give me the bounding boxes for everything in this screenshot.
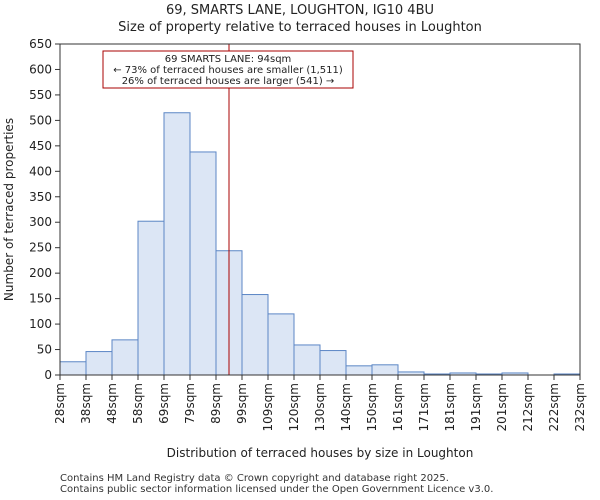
bar-120sqm	[293, 344, 321, 376]
title-line-2: Size of property relative to terraced ho…	[118, 20, 482, 35]
annotation-box: 69 SMARTS LANE: 94sqm ← 73% of terraced …	[102, 50, 354, 89]
histogram-chart: 050100150200250300350400450500550600650 …	[2, 37, 587, 460]
x-tick-label: 140sqm	[339, 383, 353, 431]
x-tick-label: 222sqm	[547, 383, 561, 431]
y-tick-label: 0	[44, 368, 52, 382]
footer: Contains HM Land Registry data © Crown c…	[60, 473, 493, 495]
x-tick-label: 69sqm	[157, 383, 171, 424]
bar-28sqm	[59, 361, 87, 376]
annotation-line-3: 26% of terraced houses are larger (541) …	[122, 76, 335, 87]
x-axis-label: Distribution of terraced houses by size …	[167, 446, 474, 460]
y-tick-label: 450	[29, 139, 52, 153]
y-tick-label: 50	[37, 343, 52, 357]
bar-48sqm	[111, 339, 139, 376]
y-tick-label: 550	[29, 88, 52, 102]
x-tick-label: 161sqm	[391, 383, 405, 431]
annotation-border	[102, 50, 354, 89]
title-line-1: 69, SMARTS LANE, LOUGHTON, IG10 4BU	[165, 3, 435, 18]
x-tick-label: 28sqm	[53, 383, 67, 424]
x-tick-label: 191sqm	[469, 383, 483, 431]
x-tick-label: 130sqm	[313, 383, 327, 431]
bar-109sqm	[267, 313, 295, 376]
y-tick-label: 200	[29, 266, 52, 280]
y-tick-label: 650	[29, 37, 52, 51]
x-tick-label: 79sqm	[183, 383, 197, 424]
bar-140sqm	[345, 365, 373, 376]
chart-title: 69, SMARTS LANE, LOUGHTON, IG10 4BU Size…	[0, 2, 600, 36]
x-axis: 28sqm 38sqm 48sqm 58sqm 69sqm 79sqm 89sqm 99sqm…	[53, 375, 587, 431]
y-tick-label: 250	[29, 241, 52, 255]
x-tick-label: 212sqm	[521, 383, 535, 431]
y-tick-label: 400	[29, 164, 52, 178]
x-tick-label: 120sqm	[287, 383, 301, 431]
x-tick-label: 181sqm	[443, 383, 457, 431]
annotation-line-1: 69 SMARTS LANE: 94sqm	[165, 54, 292, 65]
x-tick-label: 99sqm	[235, 383, 249, 424]
y-tick-label: 600	[29, 62, 52, 76]
footer-line-2: Contains public sector information licen…	[60, 484, 494, 495]
y-tick-label: 300	[29, 215, 52, 229]
bar-58sqm	[137, 220, 165, 376]
bar-38sqm	[85, 351, 113, 376]
x-tick-label: 171sqm	[417, 383, 431, 431]
x-tick-label: 58sqm	[131, 383, 145, 424]
x-tick-label: 48sqm	[105, 383, 119, 424]
plot-frame	[59, 43, 581, 376]
x-tick-label: 232sqm	[573, 383, 587, 431]
bar-150sqm	[371, 364, 399, 376]
x-tick-label: 201sqm	[495, 383, 509, 431]
x-tick-label: 38sqm	[79, 383, 93, 424]
y-tick-label: 350	[29, 190, 52, 204]
bars-group	[59, 112, 581, 376]
bar-79sqm	[189, 151, 217, 376]
footer-line-1: Contains HM Land Registry data © Crown c…	[60, 473, 449, 484]
x-tick-label: 150sqm	[365, 383, 379, 431]
y-axis: 0 50 100 150 200 250 300 350 400 450 500 550 600 650	[29, 37, 60, 382]
x-tick-label: 109sqm	[261, 383, 275, 431]
y-axis-label: Number of terraced properties	[2, 118, 16, 301]
bar-130sqm	[319, 350, 347, 376]
x-tick-label: 89sqm	[209, 383, 223, 424]
annotation-line-2: ← 73% of terraced houses are smaller (1,…	[113, 65, 343, 76]
y-tick-label: 500	[29, 113, 52, 127]
bar-69sqm	[163, 112, 191, 376]
bar-99sqm	[241, 294, 269, 376]
y-tick-label: 150	[29, 292, 52, 306]
y-tick-label: 100	[29, 317, 52, 331]
